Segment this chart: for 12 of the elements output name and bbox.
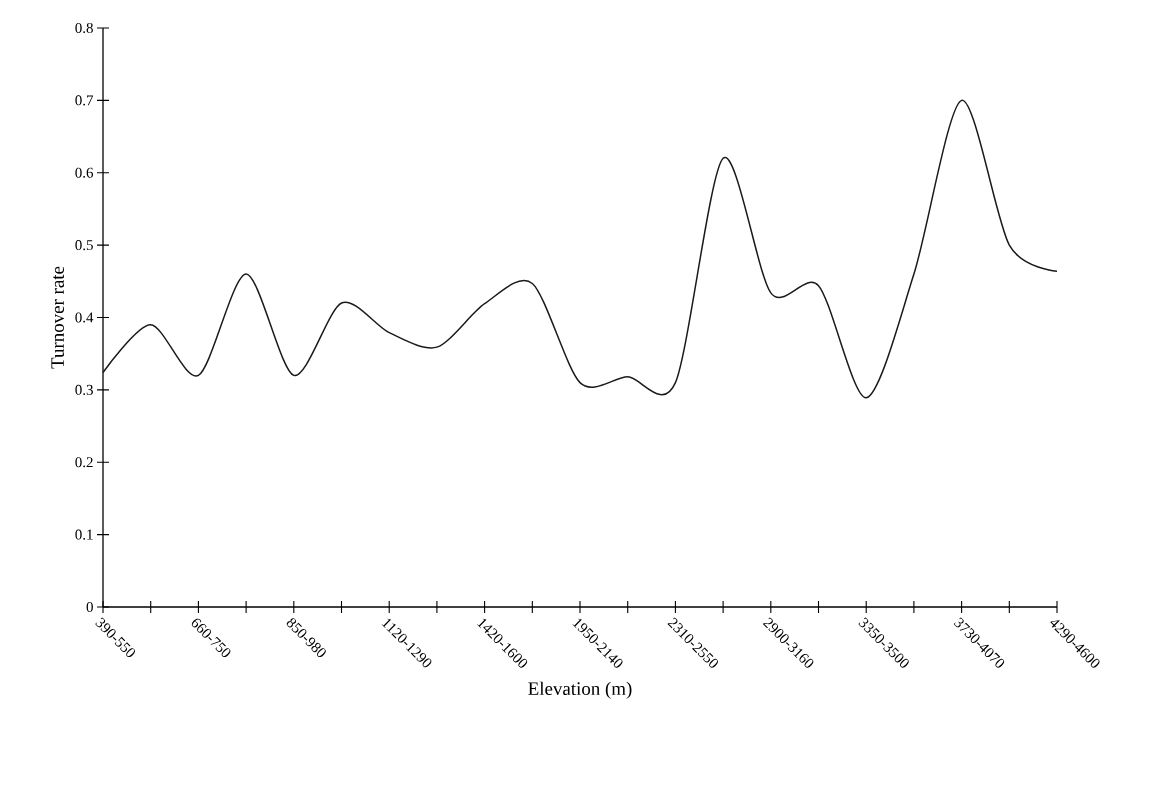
y-tick-label: 0.3 <box>75 384 93 395</box>
x-axis-title: Elevation (m) <box>528 681 632 699</box>
line-series <box>102 99 1058 399</box>
y-axis-title: Turnover rate <box>51 266 64 369</box>
y-tick-label: 0.2 <box>75 457 93 468</box>
y-tick-label: 0 <box>86 601 93 613</box>
y-tick-label: 0.7 <box>75 95 94 106</box>
y-tick-label: 0.6 <box>75 167 94 178</box>
y-tick-label: 0.8 <box>75 22 93 34</box>
y-tick-label: 0.4 <box>75 312 94 323</box>
y-tick-label: 0.1 <box>75 529 93 540</box>
y-tick-label: 0.5 <box>75 240 93 251</box>
